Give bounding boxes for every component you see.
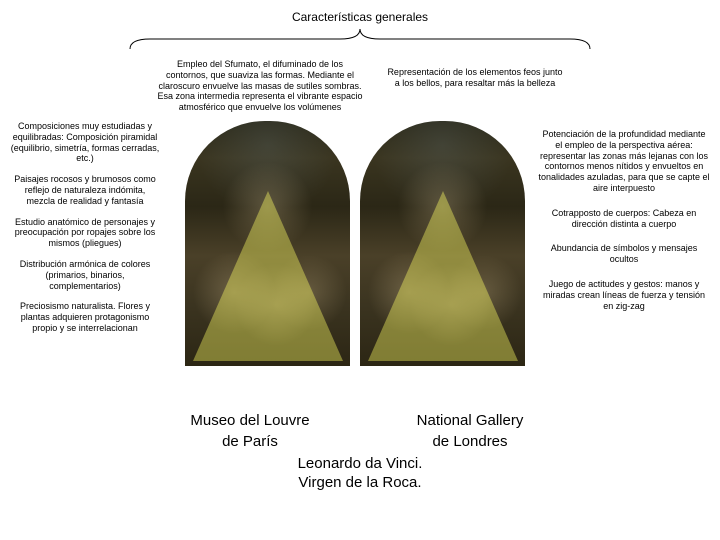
right-note-2: Cotrapposto de cuerpos: Cabeza en direcc… (538, 208, 710, 230)
left-column: Composiciones muy estudiadas y equilibra… (10, 121, 160, 334)
painting-national-gallery (360, 121, 525, 366)
paintings-container (165, 121, 545, 381)
bottom-captions: Museo del Louvre National Gallery de Par… (10, 411, 710, 493)
top-right-text: Representación de los elementos feos jun… (385, 59, 565, 113)
museum-2-line-2: de Londres (380, 432, 560, 452)
top-text-row: Empleo del Sfumato, el difuminado de los… (10, 59, 710, 113)
artist-name: Leonardo da Vinci. (10, 454, 710, 474)
right-note-3: Abundancia de símbolos y mensajes oculto… (538, 243, 710, 265)
triangle-overlay-2 (368, 191, 518, 361)
work-name: Virgen de la Roca. (10, 473, 710, 493)
museum-1-line-1: Museo del Louvre (160, 411, 340, 431)
left-note-1: Composiciones muy estudiadas y equilibra… (10, 121, 160, 164)
right-column: Potenciación de la profundidad mediante … (538, 129, 710, 311)
page-title: Características generales (10, 10, 710, 24)
left-note-2: Paisajes rocosos y brumosos como reflejo… (10, 174, 160, 206)
painting-louvre (185, 121, 350, 366)
top-left-text: Empleo del Sfumato, el difuminado de los… (155, 59, 365, 113)
main-content: Composiciones muy estudiadas y equilibra… (10, 121, 710, 401)
triangle-overlay-1 (193, 191, 343, 361)
right-note-1: Potenciación de la profundidad mediante … (538, 129, 710, 194)
right-note-4: Juego de actitudes y gestos: manos y mir… (538, 279, 710, 311)
left-note-3: Estudio anatómico de personajes y preocu… (10, 217, 160, 249)
museum-2-line-1: National Gallery (380, 411, 560, 431)
museum-1-line-2: de París (160, 432, 340, 452)
bracket-decoration (120, 29, 600, 54)
left-note-5: Preciosismo naturalista. Flores y planta… (10, 301, 160, 333)
left-note-4: Distribución armónica de colores (primar… (10, 259, 160, 291)
